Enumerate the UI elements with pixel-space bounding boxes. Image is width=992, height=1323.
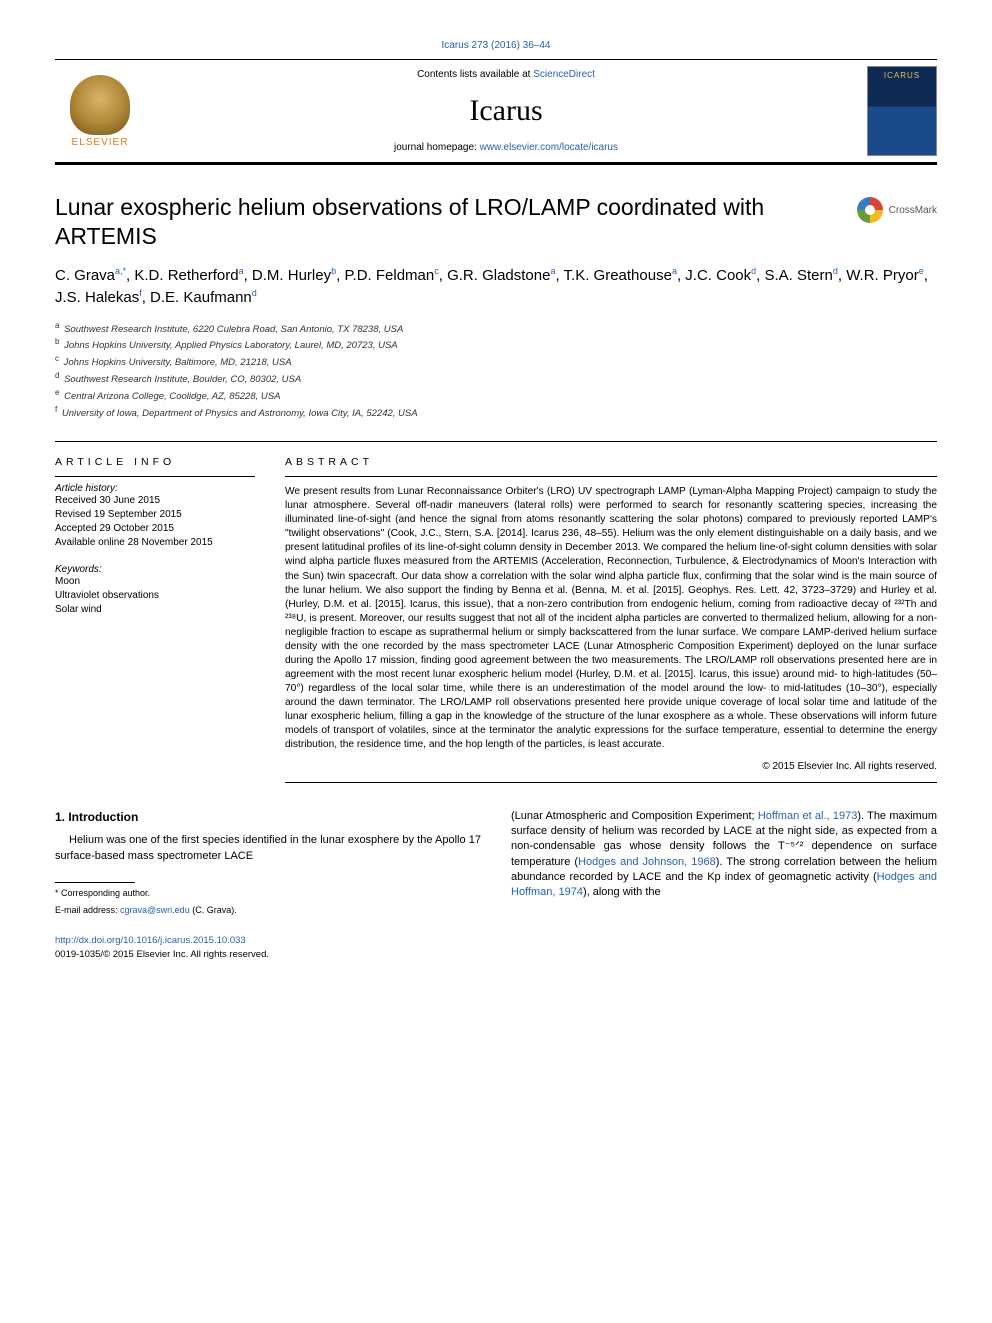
footnote-rule: [55, 882, 135, 883]
article-title: Lunar exospheric helium observations of …: [55, 193, 839, 251]
article-history-line: Received 30 June 2015: [55, 494, 255, 508]
doi-link[interactable]: http://dx.doi.org/10.1016/j.icarus.2015.…: [55, 935, 246, 946]
article-history-line: Available online 28 November 2015: [55, 536, 255, 550]
affiliations-list: a Southwest Research Institute, 6220 Cul…: [55, 320, 937, 422]
article-history-line: Revised 19 September 2015: [55, 508, 255, 522]
body-column-right: (Lunar Atmospheric and Composition Exper…: [511, 809, 937, 961]
affiliation-line: b Johns Hopkins University, Applied Phys…: [55, 336, 937, 353]
keyword-item: Moon: [55, 575, 255, 589]
crossmark-icon: [857, 197, 883, 223]
affiliation-line: a Southwest Research Institute, 6220 Cul…: [55, 320, 937, 337]
article-history-label: Article history:: [55, 483, 255, 494]
email-suffix: (C. Grava).: [190, 905, 237, 915]
body-column-left: 1. Introduction Helium was one of the fi…: [55, 809, 481, 961]
article-info-column: ARTICLE INFO Article history: Received 3…: [55, 456, 255, 782]
sciencedirect-link[interactable]: ScienceDirect: [533, 69, 595, 80]
crossmark-badge[interactable]: CrossMark: [857, 197, 937, 223]
affiliation-line: e Central Arizona College, Coolidge, AZ,…: [55, 387, 937, 404]
affiliation-line: d Southwest Research Institute, Boulder,…: [55, 370, 937, 387]
corresponding-email-link[interactable]: cgrava@swri.edu: [120, 905, 190, 915]
reference-link[interactable]: Hodges and Johnson, 1968: [578, 856, 716, 868]
abstract-column: ABSTRACT We present results from Lunar R…: [285, 456, 937, 782]
abstract-copyright: © 2015 Elsevier Inc. All rights reserved…: [285, 761, 937, 783]
corresponding-author-footnote: * Corresponding author.: [55, 887, 481, 900]
journal-homepage-link[interactable]: www.elsevier.com/locate/icarus: [480, 142, 618, 153]
intro-paragraph-left: Helium was one of the first species iden…: [55, 833, 481, 864]
issn-copyright-line: 0019-1035/© 2015 Elsevier Inc. All right…: [55, 949, 269, 960]
crossmark-label: CrossMark: [889, 205, 937, 216]
elsevier-label: ELSEVIER: [72, 137, 129, 148]
article-history-line: Accepted 29 October 2015: [55, 522, 255, 536]
keywords-label: Keywords:: [55, 564, 255, 575]
introduction-heading: 1. Introduction: [55, 809, 481, 826]
journal-reference: Icarus 273 (2016) 36–44: [55, 40, 937, 51]
journal-header-banner: ELSEVIER Contents lists available at Sci…: [55, 59, 937, 165]
intro-paragraph-right: (Lunar Atmospheric and Composition Exper…: [511, 809, 937, 901]
article-info-heading: ARTICLE INFO: [55, 456, 255, 468]
keyword-item: Solar wind: [55, 603, 255, 617]
journal-homepage-line: journal homepage: www.elsevier.com/locat…: [145, 142, 867, 153]
reference-link[interactable]: Hoffman et al., 1973: [758, 810, 857, 822]
elsevier-logo: ELSEVIER: [55, 66, 145, 156]
keyword-item: Ultraviolet observations: [55, 589, 255, 603]
contents-prefix: Contents lists available at: [417, 69, 533, 80]
homepage-prefix: journal homepage:: [394, 142, 480, 153]
elsevier-tree-icon: [70, 75, 130, 135]
email-label: E-mail address:: [55, 905, 120, 915]
journal-cover-thumbnail: [867, 66, 937, 156]
footer-bar: http://dx.doi.org/10.1016/j.icarus.2015.…: [55, 934, 481, 961]
reference-link[interactable]: Hodges and Hoffman, 1974: [511, 871, 937, 898]
abstract-heading: ABSTRACT: [285, 456, 937, 468]
contents-list-line: Contents lists available at ScienceDirec…: [145, 69, 867, 80]
affiliation-line: c Johns Hopkins University, Baltimore, M…: [55, 353, 937, 370]
abstract-text: We present results from Lunar Reconnaiss…: [285, 476, 937, 752]
email-footnote: E-mail address: cgrava@swri.edu (C. Grav…: [55, 904, 481, 917]
journal-name: Icarus: [145, 94, 867, 128]
affiliation-line: f University of Iowa, Department of Phys…: [55, 404, 937, 421]
authors-list: C. Gravaa,*, K.D. Retherforda, D.M. Hurl…: [55, 265, 937, 310]
